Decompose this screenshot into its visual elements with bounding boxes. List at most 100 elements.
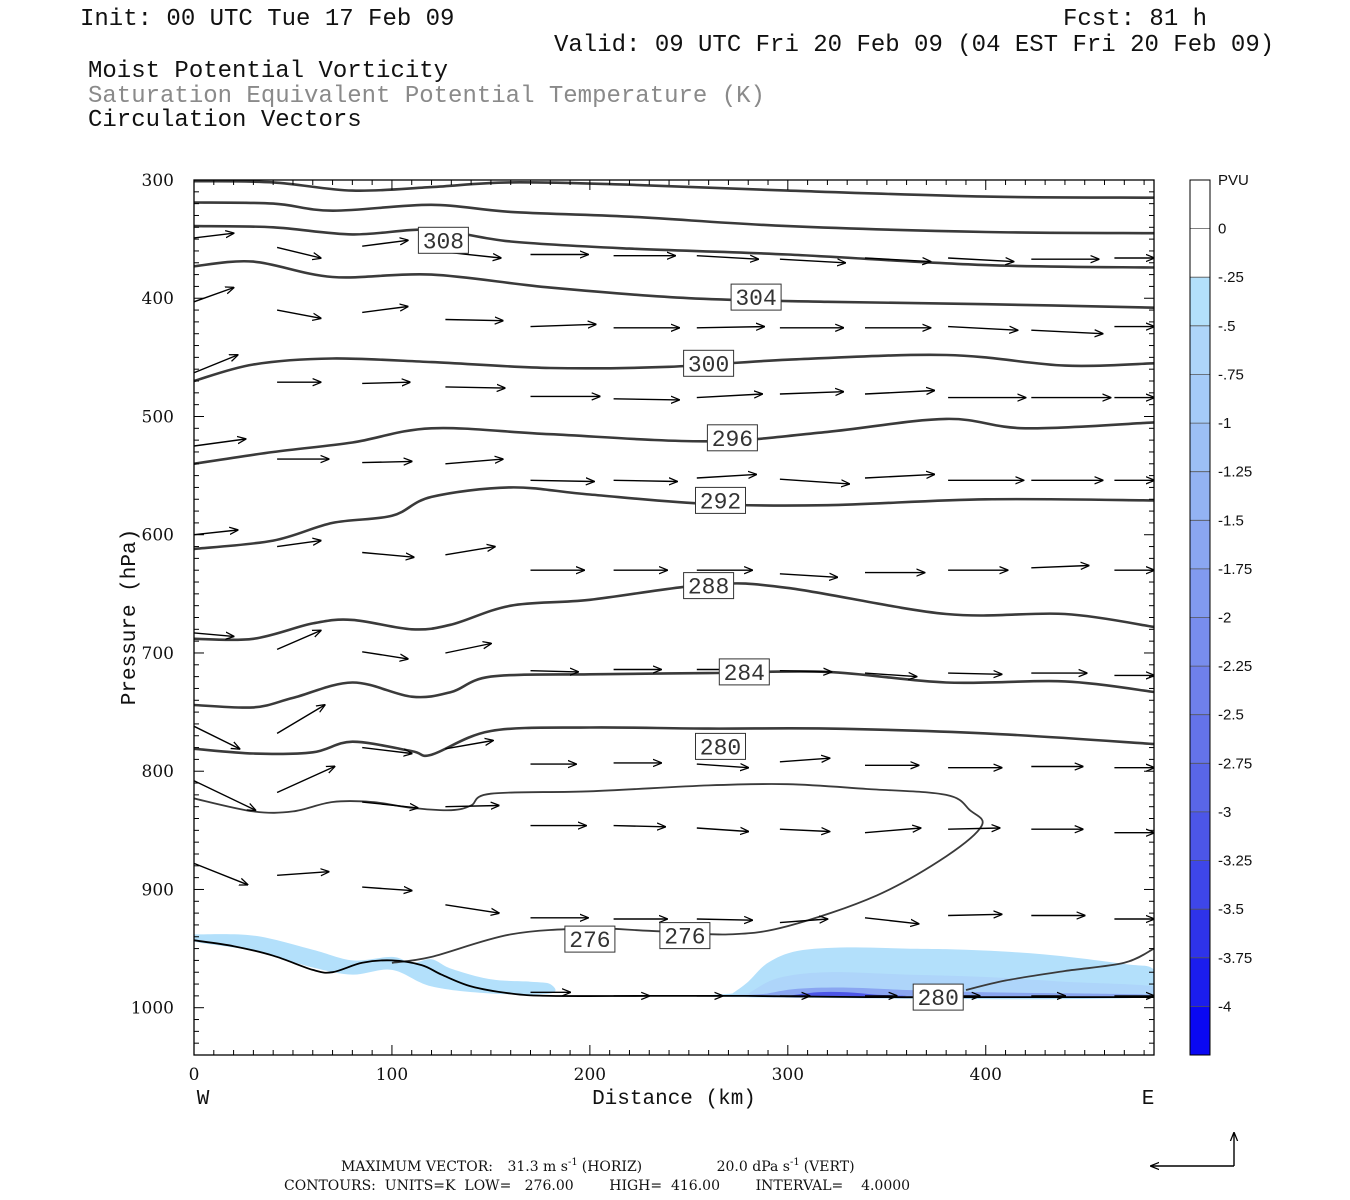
y-tick-label-1: 400 [142, 289, 174, 309]
y-tick-label-7: 1000 [131, 999, 174, 1019]
vector-32 [445, 644, 491, 654]
vector-39 [530, 480, 594, 481]
contour-312-1 [194, 201, 1154, 235]
colorbar-tick-label-8: -2 [1218, 610, 1231, 627]
vector-22 [362, 551, 414, 558]
vector-58 [696, 394, 762, 398]
vector-78 [864, 391, 934, 395]
contour-300-4 [194, 353, 1154, 383]
y-tick-label-2: 500 [142, 407, 174, 427]
colorbar-tick-label-1: -.25 [1218, 269, 1244, 286]
footer-vert-exp: -1 [790, 1157, 800, 1168]
colorbar-tick-label-4: -1 [1218, 415, 1231, 432]
colorbar-tick-label-5: -1.25 [1218, 464, 1252, 481]
footer-horiz-value: 31.3 m s [507, 1159, 568, 1175]
colorbar-segment-9 [1190, 617, 1210, 667]
footer-horiz-exp: -1 [568, 1157, 578, 1168]
colorbar-tick-label-16: -4 [1218, 998, 1231, 1015]
vector-68 [779, 392, 843, 394]
vector-57 [696, 327, 764, 328]
colorbar-segment-10 [1190, 666, 1210, 716]
colorbar-frame [1189, 179, 1211, 1056]
contour-292-6 [194, 486, 1154, 551]
vector-72 [779, 758, 830, 762]
axis-ticks: 300 400 500 600 700 800 900 1000 0 100 200 300 400 [131, 171, 1154, 1085]
vector-1 [194, 288, 234, 303]
vector-48 [613, 399, 679, 400]
vector-24 [362, 746, 412, 754]
footer-horiz-tag: (HORIZ) [582, 1159, 642, 1175]
vector-30 [445, 459, 502, 465]
vector-100 [1031, 566, 1088, 568]
colorbar-segment-17 [1190, 1006, 1210, 1056]
contour-label-box-5 [683, 572, 735, 600]
footer-contours-info: CONTOURS: UNITS=K LOW= 276.00 HIGH= 416.… [284, 1178, 910, 1194]
x-tick-label-3: 300 [772, 1065, 804, 1085]
contour-label-8: 276 [569, 928, 610, 954]
contour-280-11 [965, 947, 1154, 991]
field-title-vectors: Circulation Vectors [88, 107, 362, 134]
plot-area: 308 304 300 296 292 288 284 280 276 276 280 300 400… [131, 171, 1155, 1085]
contour-label-box-4 [695, 486, 746, 514]
contour-280-9 [194, 726, 1154, 758]
contour-284-8 [194, 670, 1154, 709]
vector-33 [445, 741, 493, 750]
terrain-line [194, 939, 1154, 999]
vector-91 [948, 673, 1002, 674]
contour-276-10 [194, 783, 984, 964]
vector-5 [194, 633, 234, 637]
vector-41 [530, 671, 579, 672]
x-axis-label: Distance (km) [592, 1088, 756, 1111]
contour-label-box-3 [706, 424, 758, 452]
vector-10 [276, 309, 321, 318]
pv-shading [194, 934, 1154, 1000]
vector-76 [864, 258, 930, 262]
init-time: Init: 00 UTC Tue 17 Feb 09 [80, 6, 454, 33]
vector-74 [779, 919, 828, 923]
colorbar-tick-label-7: -1.75 [1218, 561, 1252, 578]
vector-53 [613, 826, 666, 827]
x-tick-label-1: 100 [376, 1065, 408, 1085]
theta-es-contours [194, 180, 1154, 991]
vector-6 [194, 725, 240, 749]
vector-18 [362, 240, 408, 247]
colorbar-tick-label-6: -1.5 [1218, 512, 1244, 529]
vector-87 [948, 327, 1017, 331]
x-tick-label-0: 0 [189, 1065, 200, 1085]
colorbar-unit: PVU [1218, 172, 1249, 189]
colorbar-tick-label-11: -2.75 [1218, 755, 1252, 772]
contour-label-3: 296 [712, 427, 753, 453]
vector-56 [696, 256, 758, 260]
colorbar-segment-4 [1190, 374, 1210, 424]
vector-25 [362, 801, 418, 808]
colorbar-segment-12 [1190, 763, 1210, 813]
y-tick-label-6: 900 [142, 880, 174, 900]
vector-79 [864, 474, 934, 478]
vector-13 [277, 541, 321, 548]
colorbar: PVU 0 -.25 -.5 -.75 -1 -1.25 -1.5 -1.75 -2 -2.25 -… [1189, 172, 1252, 1056]
vector-86 [948, 258, 1013, 262]
vector-73 [779, 829, 830, 831]
colorbar-tick-label-2: -.5 [1218, 318, 1236, 335]
contour-label-box-8 [564, 925, 616, 953]
contour-label-1: 304 [735, 286, 776, 312]
valid-time: Valid: 09 UTC Fri 20 Feb 09 (04 EST Fri … [554, 32, 1274, 59]
contour-label-4: 292 [700, 489, 741, 515]
vector-70 [779, 574, 837, 578]
ground-surface [194, 939, 1154, 999]
vector-83 [864, 828, 921, 834]
vector-49 [613, 480, 677, 481]
y-tick-label-0: 300 [142, 171, 174, 191]
contour-label-box-6 [718, 658, 770, 686]
west-label: W [197, 1088, 210, 1111]
footer-max-vector-label: MAXIMUM VECTOR: [341, 1159, 493, 1175]
contour-label-6: 284 [724, 661, 765, 687]
vector-7 [194, 780, 255, 811]
vector-84 [864, 917, 919, 924]
vector-4 [194, 530, 238, 536]
vector-16 [276, 767, 335, 794]
contour-label-box-7 [695, 732, 746, 760]
colorbar-segment-15 [1190, 909, 1210, 959]
colorbar-tick-label-9: -2.25 [1218, 658, 1252, 675]
contour-308-2 [194, 224, 1154, 269]
